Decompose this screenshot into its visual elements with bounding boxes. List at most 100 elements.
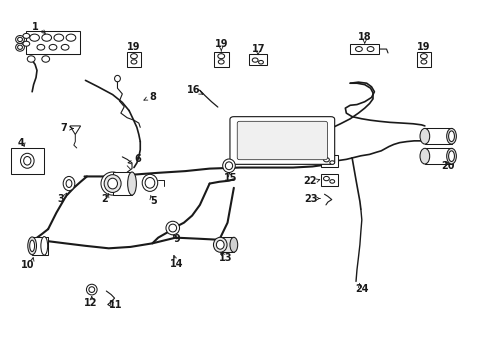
Bar bbox=[416, 52, 430, 67]
Ellipse shape bbox=[165, 221, 179, 235]
Circle shape bbox=[30, 34, 40, 41]
Text: 10: 10 bbox=[20, 260, 34, 270]
Text: 19: 19 bbox=[214, 39, 227, 49]
Ellipse shape bbox=[447, 131, 453, 141]
Text: 6: 6 bbox=[134, 154, 141, 165]
Ellipse shape bbox=[446, 148, 455, 164]
Text: 8: 8 bbox=[149, 93, 156, 103]
Bar bbox=[320, 174, 337, 186]
Ellipse shape bbox=[18, 45, 22, 49]
Ellipse shape bbox=[42, 56, 49, 62]
Circle shape bbox=[42, 34, 51, 41]
Text: 3: 3 bbox=[58, 194, 64, 203]
Ellipse shape bbox=[446, 129, 455, 144]
Ellipse shape bbox=[213, 237, 226, 252]
Ellipse shape bbox=[114, 75, 120, 82]
Text: 19: 19 bbox=[127, 42, 141, 52]
Text: 18: 18 bbox=[357, 32, 371, 42]
Ellipse shape bbox=[16, 36, 24, 43]
Ellipse shape bbox=[229, 237, 237, 252]
Ellipse shape bbox=[127, 172, 136, 195]
Ellipse shape bbox=[41, 237, 47, 255]
Ellipse shape bbox=[101, 172, 124, 195]
Ellipse shape bbox=[20, 153, 34, 168]
Bar bbox=[220, 237, 233, 252]
Text: 4: 4 bbox=[18, 138, 25, 148]
Ellipse shape bbox=[419, 148, 429, 164]
Text: 14: 14 bbox=[169, 258, 183, 269]
Circle shape bbox=[323, 158, 329, 162]
Circle shape bbox=[37, 44, 45, 50]
Ellipse shape bbox=[145, 177, 155, 188]
Ellipse shape bbox=[30, 240, 35, 252]
Bar bbox=[249, 54, 266, 65]
Ellipse shape bbox=[447, 151, 453, 162]
Text: 19: 19 bbox=[416, 42, 430, 52]
Ellipse shape bbox=[18, 37, 22, 42]
Text: 16: 16 bbox=[186, 85, 200, 95]
Bar bbox=[424, 148, 450, 164]
Ellipse shape bbox=[168, 224, 176, 232]
FancyBboxPatch shape bbox=[229, 117, 334, 165]
Circle shape bbox=[258, 60, 263, 64]
Text: 5: 5 bbox=[150, 196, 157, 206]
Circle shape bbox=[23, 41, 30, 46]
Ellipse shape bbox=[66, 180, 72, 188]
Text: 23: 23 bbox=[304, 194, 318, 203]
Polygon shape bbox=[70, 126, 81, 134]
FancyBboxPatch shape bbox=[237, 121, 327, 160]
Ellipse shape bbox=[104, 175, 121, 193]
Ellipse shape bbox=[216, 240, 224, 249]
Text: 11: 11 bbox=[108, 300, 122, 310]
Text: 21: 21 bbox=[303, 157, 317, 166]
Text: 15: 15 bbox=[224, 173, 237, 183]
Circle shape bbox=[366, 46, 373, 51]
Ellipse shape bbox=[142, 174, 158, 192]
Circle shape bbox=[217, 54, 224, 59]
Ellipse shape bbox=[222, 159, 235, 172]
Bar bbox=[320, 155, 337, 167]
Ellipse shape bbox=[225, 162, 232, 170]
Circle shape bbox=[130, 54, 137, 59]
Ellipse shape bbox=[86, 284, 97, 295]
Text: 12: 12 bbox=[83, 298, 97, 308]
Circle shape bbox=[54, 34, 63, 41]
Text: 24: 24 bbox=[354, 284, 368, 293]
Ellipse shape bbox=[27, 56, 35, 62]
Circle shape bbox=[329, 161, 334, 165]
Circle shape bbox=[23, 33, 30, 39]
Bar bbox=[214, 52, 228, 67]
Polygon shape bbox=[26, 31, 80, 54]
Circle shape bbox=[218, 60, 224, 64]
Text: 17: 17 bbox=[252, 44, 265, 54]
Ellipse shape bbox=[28, 237, 37, 255]
Bar bbox=[112, 172, 132, 195]
Circle shape bbox=[323, 176, 329, 181]
Ellipse shape bbox=[107, 178, 117, 189]
Bar bbox=[32, 237, 47, 255]
Text: 22: 22 bbox=[303, 176, 317, 186]
Circle shape bbox=[420, 60, 426, 64]
Text: 13: 13 bbox=[219, 253, 232, 263]
Ellipse shape bbox=[63, 176, 75, 191]
Circle shape bbox=[355, 46, 362, 51]
Text: 9: 9 bbox=[173, 234, 180, 244]
Circle shape bbox=[131, 60, 137, 64]
Bar bbox=[126, 52, 141, 67]
Circle shape bbox=[61, 44, 69, 50]
Circle shape bbox=[66, 34, 76, 41]
Text: 1: 1 bbox=[32, 22, 39, 32]
Text: 20: 20 bbox=[441, 162, 454, 171]
Bar bbox=[349, 44, 379, 54]
Ellipse shape bbox=[419, 129, 429, 144]
Circle shape bbox=[329, 180, 334, 183]
Bar bbox=[424, 129, 450, 144]
Circle shape bbox=[252, 58, 258, 62]
Text: 2: 2 bbox=[102, 194, 108, 203]
Ellipse shape bbox=[23, 157, 31, 165]
Text: 7: 7 bbox=[61, 123, 67, 134]
Bar bbox=[11, 148, 44, 174]
Ellipse shape bbox=[89, 287, 95, 292]
Circle shape bbox=[420, 54, 427, 59]
Circle shape bbox=[49, 44, 57, 50]
